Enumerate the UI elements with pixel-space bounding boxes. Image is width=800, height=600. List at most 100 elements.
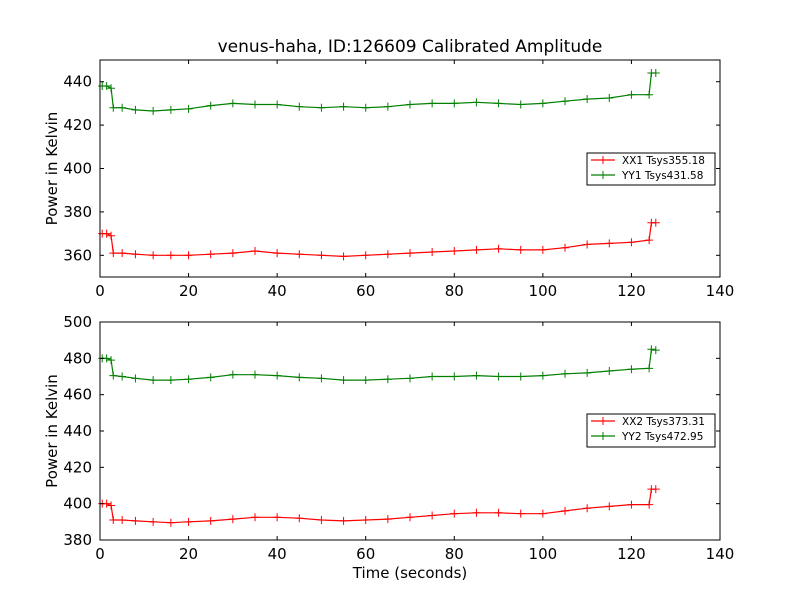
top-series-1-point [102, 229, 111, 238]
top-y-tick-label: 380 [63, 203, 92, 221]
bottom-legend-label-1: XX2 Tsys373.31 [622, 416, 705, 428]
top-series-2-point [102, 82, 111, 91]
bottom-y-tick-label: 420 [63, 458, 92, 476]
top-series-2-point [295, 102, 304, 111]
top-series-2-point [149, 106, 158, 115]
bottom-series-1-point [383, 515, 392, 524]
top-series-1-point [107, 231, 116, 240]
bottom-series-2-point [583, 368, 592, 377]
bottom-series-2-point [109, 371, 118, 380]
bottom-series-1-point [109, 516, 118, 525]
bottom-y-tick-label: 400 [63, 495, 92, 513]
bottom-series-2-point [361, 376, 370, 385]
top-series-2-point [428, 99, 437, 108]
top-series-1-point [184, 251, 193, 260]
top-y-axis-label: Power in Kelvin [43, 112, 61, 226]
bottom-series-1-point [206, 516, 215, 525]
bottom-series-2-point [251, 370, 259, 379]
top-x-tick-label: 100 [529, 282, 558, 300]
top-x-tick-label: 20 [179, 282, 198, 300]
top-series-1-point [339, 252, 348, 261]
bottom-legend-box [586, 413, 716, 448]
bottom-series-1-point [406, 513, 414, 522]
top-series-2-point [361, 103, 370, 112]
bottom-series-2-point [383, 375, 392, 384]
bottom-series-1-point [450, 509, 459, 518]
top-series-2-point [561, 97, 569, 106]
bottom-x-tick-label: 140 [706, 545, 735, 563]
bottom-x-tick-label: 120 [617, 545, 646, 563]
top-series-1-point [228, 249, 237, 258]
top-series-1-point [472, 245, 481, 254]
bottom-x-tick-label: 100 [529, 545, 558, 563]
top-series-2-point [107, 84, 116, 93]
top-x-tick-label: 60 [356, 282, 375, 300]
bottom-x-tick-label: 40 [268, 545, 287, 563]
bottom-series-2-point [317, 374, 326, 383]
bottom-legend: XX2 Tsys373.31 YY2 Tsys472.95 [586, 413, 716, 448]
top-series-2-point [228, 99, 237, 108]
top-series-2-point [645, 90, 654, 99]
bottom-x-tick-label: 20 [179, 545, 198, 563]
bottom-series-2-point [450, 372, 459, 381]
top-y-tick-label: 360 [63, 246, 92, 264]
top-x-tick-label: 80 [445, 282, 464, 300]
top-series-1-point [361, 251, 370, 260]
bottom-series-2-point [645, 364, 654, 373]
top-y-tick-label: 400 [63, 160, 92, 178]
bottom-series-1-point [561, 506, 569, 515]
bottom-series-2-point [428, 372, 437, 381]
bottom-series-2-point [494, 372, 503, 381]
top-series-1-point [295, 250, 304, 259]
bottom-series-1-point [583, 504, 592, 513]
top-series-1-point [383, 250, 392, 259]
bottom-series-2-point [472, 371, 481, 380]
x-axis-label: Time (seconds) [352, 564, 468, 582]
top-series-2-point [339, 102, 348, 111]
top-series-1-point [645, 236, 654, 245]
top-series-2-point [516, 100, 525, 109]
top-series-1-point [583, 240, 592, 249]
top-series-1-point [317, 251, 326, 260]
top-chart-frame [99, 59, 721, 278]
bottom-series-1-point [228, 515, 237, 524]
top-series-2-point [166, 105, 175, 114]
top-series-1-point [118, 249, 127, 258]
bottom-series-1-point [516, 509, 525, 518]
bottom-series-2-point [118, 372, 127, 381]
bottom-series-2-point [273, 371, 282, 380]
bottom-series-1-point [605, 502, 614, 511]
top-series-1-point [516, 245, 525, 254]
top-series-1-point [251, 246, 259, 255]
top-series-1-point [627, 238, 636, 247]
bottom-x-tick-label: 60 [356, 545, 375, 563]
bottom-series-1-point [251, 513, 259, 522]
top-chart: 0 20 40 60 80 100 120 140 360 380 400 420 440 venus-… [43, 37, 734, 300]
top-series-1-point [428, 248, 437, 257]
bottom-y-axis-label: Power in Kelvin [43, 374, 61, 488]
top-series-1-point [450, 246, 459, 255]
bottom-series-1-point [627, 500, 636, 509]
bottom-series-2-point [295, 373, 304, 382]
bottom-series-2-point [228, 370, 237, 379]
bottom-series-1-point [166, 518, 175, 527]
bottom-series-2-point [131, 374, 140, 383]
bottom-series-2-point [538, 371, 547, 380]
bottom-series-1-point [428, 511, 437, 520]
top-y-tick-label: 420 [63, 116, 92, 134]
top-series-2-point [109, 103, 118, 112]
top-series-1-point [538, 245, 547, 254]
bottom-series-1-point [494, 508, 503, 517]
top-series-2-point [131, 105, 140, 114]
bottom-series-1-point [472, 508, 481, 517]
bottom-series-2-point [184, 375, 193, 384]
bottom-y-tick-label: 440 [63, 422, 92, 440]
top-series-1-point [149, 251, 158, 260]
bottom-series-2-point [516, 372, 525, 381]
top-series-2-point [317, 103, 326, 112]
top-series-2-point [184, 104, 193, 113]
top-series-1-point [206, 250, 215, 259]
bottom-legend-marker-1 [599, 417, 607, 425]
top-series-1-point [273, 249, 282, 258]
